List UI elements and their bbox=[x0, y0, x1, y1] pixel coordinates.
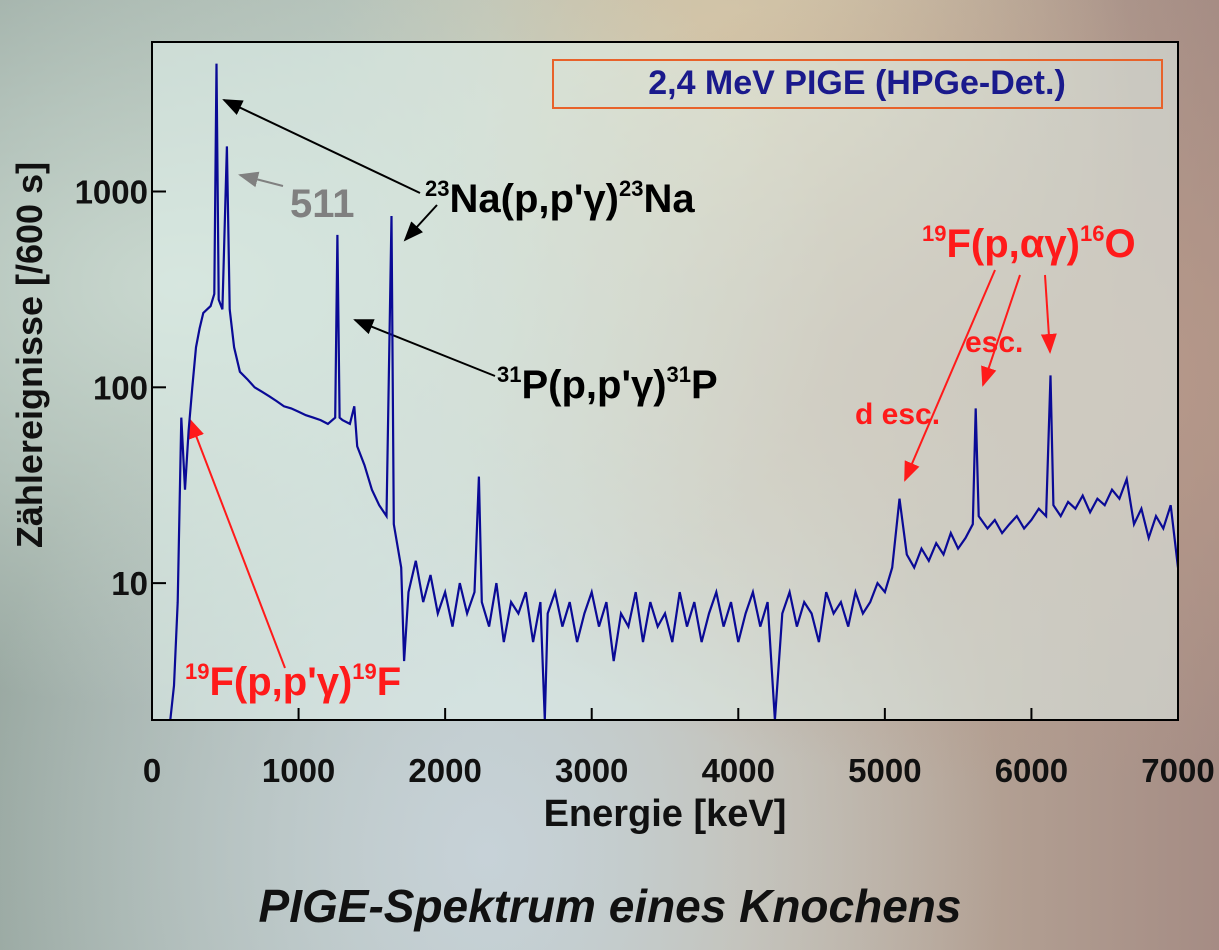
annotation-text: d esc. bbox=[855, 398, 940, 431]
annotation-text: F(p,p'γ) bbox=[209, 660, 352, 704]
arrow bbox=[1040, 274, 1057, 354]
annotation-text: Na bbox=[643, 177, 695, 221]
annotation: 19F(p,αγ)16O bbox=[922, 221, 1136, 266]
y-tick-label: 10 bbox=[111, 565, 148, 602]
annotation: 23Na(p,p'γ)23Na bbox=[425, 176, 695, 221]
annotation-sup: 19 bbox=[922, 221, 946, 246]
y-axis-label: Zählereignisse [/600 s] bbox=[9, 162, 50, 548]
annotation-text: F bbox=[377, 660, 401, 704]
annotation-text: P(p,p'γ) bbox=[521, 363, 666, 407]
annotation-sup: 23 bbox=[619, 176, 643, 201]
annotation-text: 511 bbox=[290, 182, 355, 226]
annotation-text: Na(p,p'γ) bbox=[449, 177, 619, 221]
annotation-text: esc. bbox=[965, 326, 1023, 359]
legend-box bbox=[552, 59, 1163, 109]
spectrum-line bbox=[169, 63, 1178, 720]
x-tick-label: 3000 bbox=[555, 752, 628, 789]
arrow bbox=[353, 319, 496, 377]
arrow bbox=[188, 418, 286, 669]
x-tick-label: 7000 bbox=[1141, 752, 1214, 789]
annotation: 2,4 MeV PIGE (HPGe-Det.) bbox=[648, 64, 1066, 102]
x-tick-label: 1000 bbox=[262, 752, 335, 789]
plot-frame bbox=[151, 41, 1179, 721]
chart-title: PIGE-Spektrum eines Knochens bbox=[259, 880, 962, 932]
annotation: 511 bbox=[290, 182, 355, 226]
x-axis-label: Energie [keV] bbox=[544, 793, 787, 835]
annotation: 31P(p,p'γ)31P bbox=[497, 362, 718, 407]
annotation: 19F(p,p'γ)19F bbox=[185, 659, 401, 704]
arrow bbox=[904, 269, 996, 482]
arrow bbox=[981, 274, 1021, 387]
y-tick-label: 100 bbox=[93, 369, 148, 406]
x-tick-label: 0 bbox=[143, 752, 161, 789]
annotation: d esc. bbox=[855, 398, 940, 431]
annotation: esc. bbox=[965, 326, 1023, 359]
x-tick-label: 2000 bbox=[408, 752, 481, 789]
y-tick-label: 1000 bbox=[75, 173, 148, 210]
x-tick-label: 6000 bbox=[995, 752, 1068, 789]
annotation-sup: 31 bbox=[497, 362, 521, 387]
x-tick-label: 5000 bbox=[848, 752, 921, 789]
annotation-text: 2,4 MeV PIGE (HPGe-Det.) bbox=[648, 64, 1066, 102]
annotation-sup: 19 bbox=[185, 659, 209, 684]
annotation-text: P bbox=[691, 363, 718, 407]
arrows bbox=[188, 99, 1057, 669]
arrow bbox=[222, 99, 421, 194]
annotation-text: F(p,αγ) bbox=[946, 222, 1079, 266]
annotation-sup: 23 bbox=[425, 176, 449, 201]
x-tick-label: 4000 bbox=[702, 752, 775, 789]
annotation-sup: 19 bbox=[352, 659, 376, 684]
plot-area bbox=[152, 42, 1178, 720]
arrow bbox=[403, 204, 438, 242]
annotation-text: O bbox=[1104, 222, 1135, 266]
arrow bbox=[238, 171, 284, 188]
annotation-sup: 31 bbox=[667, 362, 691, 387]
annotation-sup: 16 bbox=[1080, 221, 1104, 246]
